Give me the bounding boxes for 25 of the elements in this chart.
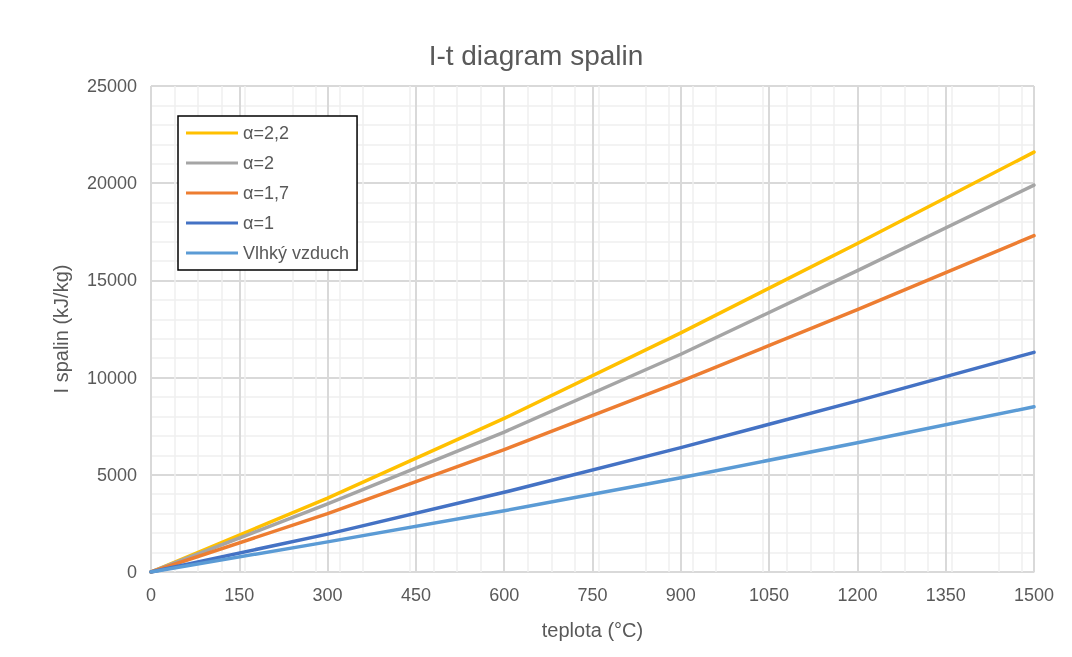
y-tick-label: 10000 <box>86 367 137 388</box>
x-tick-label: 750 <box>577 585 608 605</box>
y-axis-title: I spalin (kJ/kg) <box>50 264 72 394</box>
legend-label: α=2,2 <box>243 123 289 143</box>
x-tick-label: 600 <box>489 585 520 605</box>
x-tick-label: 1350 <box>925 585 966 605</box>
y-tick-label: 25000 <box>86 76 137 96</box>
x-tick-label: 1050 <box>749 585 790 605</box>
x-tick-label: 300 <box>312 585 343 605</box>
legend-label: α=2 <box>243 153 274 173</box>
chart-title: I-t diagram spalin <box>428 39 644 71</box>
x-tick-label: 150 <box>224 585 255 605</box>
x-tick-label: 1200 <box>837 585 878 605</box>
x-tick-label: 450 <box>400 585 431 605</box>
y-tick-label: 5000 <box>96 464 137 485</box>
legend-label: α=1,7 <box>243 183 289 203</box>
x-tick-label: 0 <box>145 585 157 605</box>
legend-label: Vlhký vzduch <box>243 243 350 263</box>
y-tick-label: 20000 <box>86 173 137 194</box>
x-axis-title: teplota (°C) <box>541 619 644 641</box>
legend-label: α=1 <box>243 213 274 233</box>
x-tick-label: 900 <box>665 585 696 605</box>
x-tick-label: 1500 <box>1013 585 1055 605</box>
y-tick-label: 15000 <box>86 270 137 291</box>
y-tick-label: 0 <box>126 562 137 582</box>
